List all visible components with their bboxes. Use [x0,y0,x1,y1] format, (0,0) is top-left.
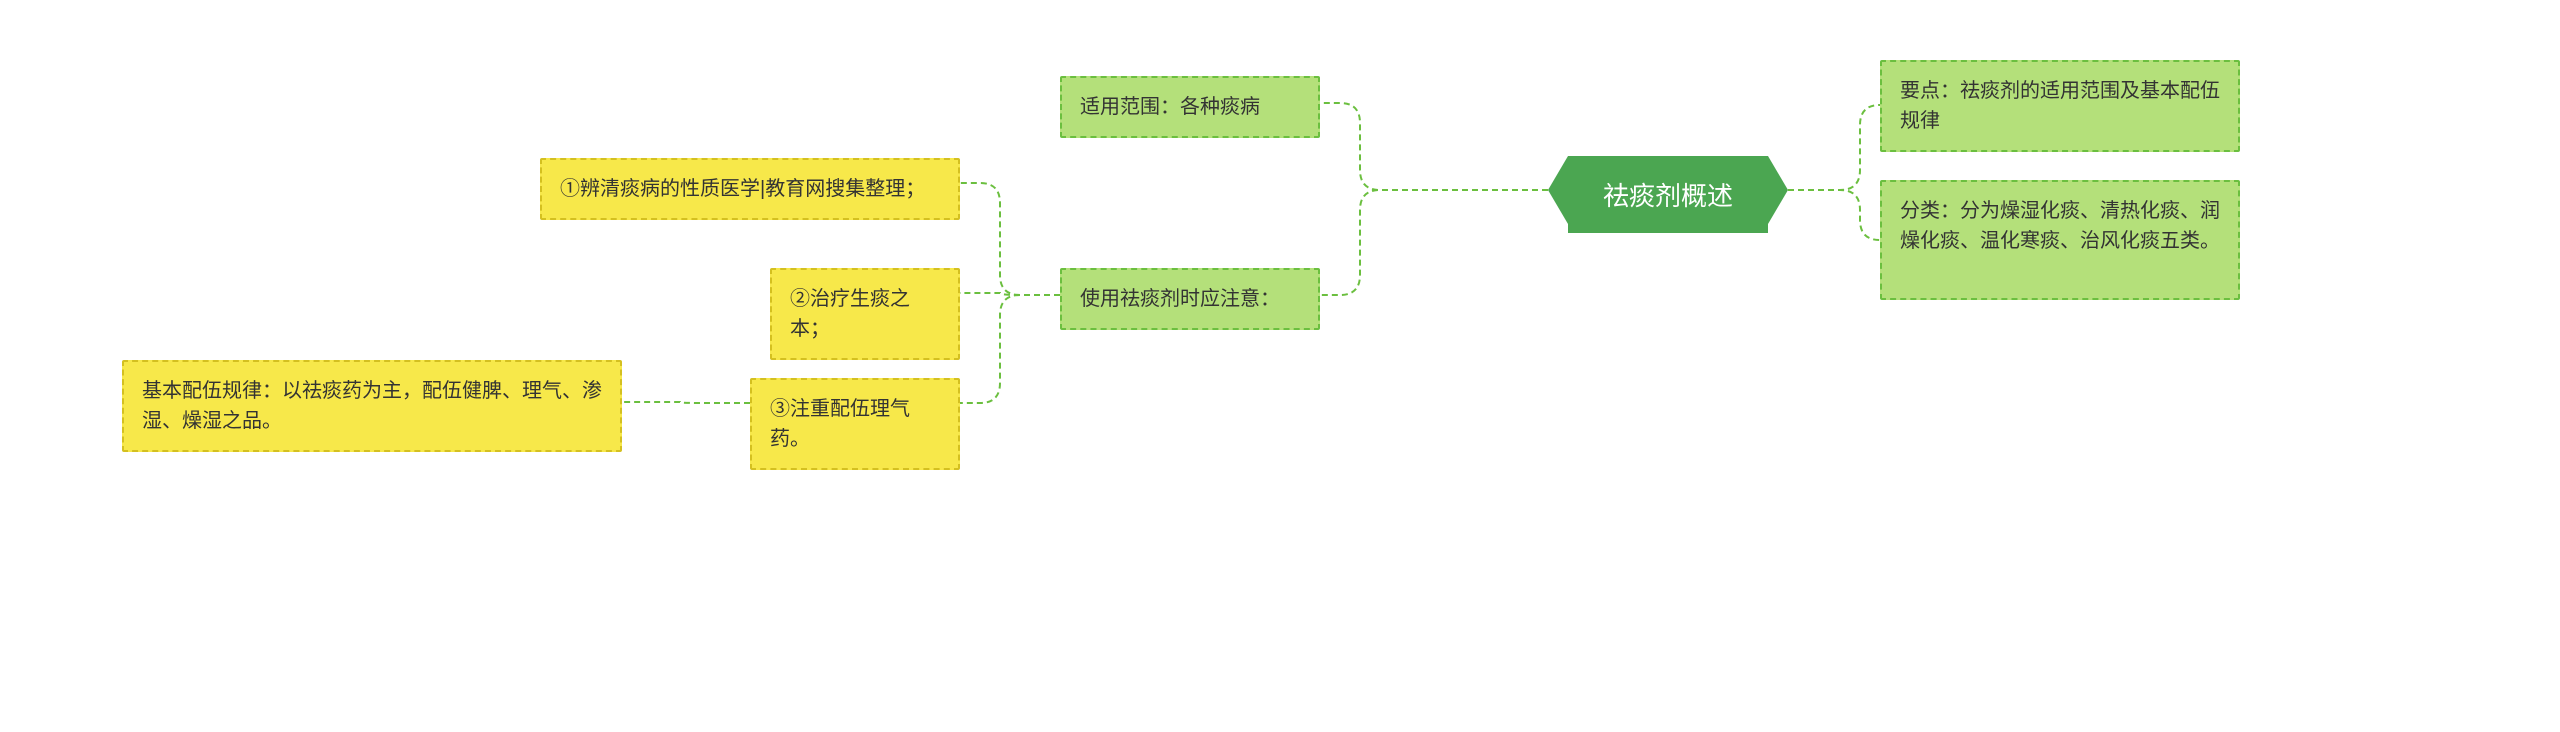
right-node-1-label: 分类：分为燥湿化痰、清热化痰、润燥化痰、温化寒痰、治风化痰五类。 [1900,200,2220,252]
yellow-sub-1: ②治疗生痰之本； [770,268,960,360]
left-node-1: 使用祛痰剂时应注意： [1060,268,1320,330]
left-node-1-label: 使用祛痰剂时应注意： [1080,288,1280,310]
yellow-leaf-0: 基本配伍规律：以祛痰药为主，配伍健脾、理气、渗湿、燥湿之品。 [122,360,622,452]
yellow-sub-1-label: ②治疗生痰之本； [790,288,910,340]
right-node-0: 要点：祛痰剂的适用范围及基本配伍规律 [1880,60,2240,152]
central-label: 祛痰剂概述 [1603,181,1733,211]
left-node-0: 适用范围：各种痰病 [1060,76,1320,138]
right-node-1: 分类：分为燥湿化痰、清热化痰、润燥化痰、温化寒痰、治风化痰五类。 [1880,180,2240,300]
yellow-sub-2: ③注重配伍理气药。 [750,378,960,470]
yellow-sub-0-label: ①辨清痰病的性质医学|教育网搜集整理； [560,178,925,200]
central-node: 祛痰剂概述 [1568,156,1768,233]
yellow-sub-2-label: ③注重配伍理气药。 [770,398,910,450]
yellow-leaf-0-label: 基本配伍规律：以祛痰药为主，配伍健脾、理气、渗湿、燥湿之品。 [142,380,602,432]
left-node-0-label: 适用范围：各种痰病 [1080,96,1260,118]
right-node-0-label: 要点：祛痰剂的适用范围及基本配伍规律 [1900,80,2220,132]
yellow-sub-0: ①辨清痰病的性质医学|教育网搜集整理； [540,158,960,220]
